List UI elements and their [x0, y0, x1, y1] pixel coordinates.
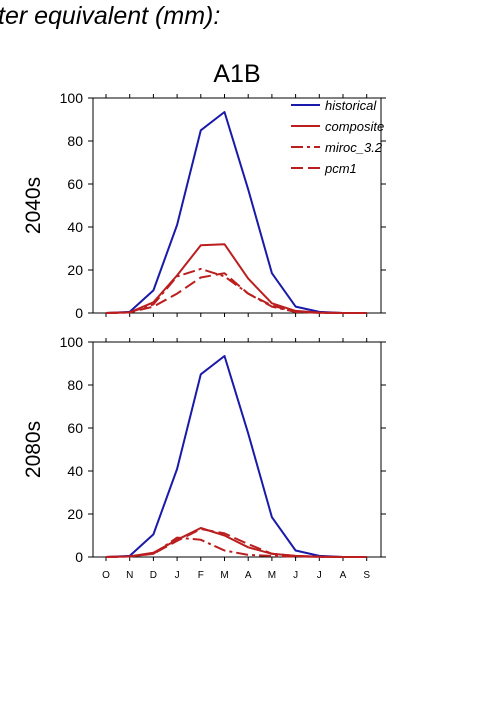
- series-line-historical: [105, 355, 367, 558]
- x-tick-label: A: [245, 570, 252, 581]
- y-tick-label: 100: [60, 90, 84, 106]
- row-label: 2040s: [22, 177, 45, 234]
- x-tick-label: M: [268, 570, 276, 581]
- series-line-miroc-3-2: [105, 267, 367, 314]
- series-line-pcm1: [105, 528, 367, 558]
- y-tick-label: 0: [75, 305, 83, 321]
- series-line-composite: [105, 243, 367, 314]
- x-tick-label: O: [102, 570, 110, 581]
- legend-label: pcm1: [324, 161, 357, 176]
- x-tick-label: S: [363, 570, 370, 581]
- y-tick-label: 60: [67, 176, 83, 192]
- x-tick-label: D: [150, 570, 157, 581]
- page-title: ter equivalent (mm):: [0, 2, 221, 30]
- x-tick-label: J: [317, 570, 322, 581]
- y-tick-label: 60: [67, 420, 83, 436]
- legend-label: miroc_3.2: [325, 140, 383, 155]
- x-tick-label: F: [198, 570, 204, 581]
- plot-frame-1: [92, 97, 382, 314]
- y-tick-label: 40: [67, 219, 83, 235]
- x-tick-label: N: [126, 570, 133, 581]
- y-tick-label: 80: [67, 377, 83, 393]
- plot-frame-2: [92, 341, 382, 558]
- y-tick-label: 100: [60, 334, 84, 350]
- x-tick-label: J: [293, 570, 298, 581]
- y-tick-label: 80: [67, 133, 83, 149]
- plot-layer: 0 20 40 60 80 100 2040s historical composite miro…: [22, 90, 386, 581]
- legend-label: composite: [325, 119, 384, 134]
- legend-label: historical: [325, 98, 377, 113]
- y-tick-label: 40: [67, 463, 83, 479]
- x-tick-label: M: [220, 570, 228, 581]
- y-tick-label: 0: [75, 549, 83, 565]
- y-tick-label: 20: [67, 262, 83, 278]
- y-tick-label: 20: [67, 506, 83, 522]
- x-tick-label: J: [175, 570, 180, 581]
- x-tick-label: A: [340, 570, 347, 581]
- row-label: 2080s: [22, 421, 45, 478]
- chart-title: A1B: [213, 60, 260, 88]
- series-line-pcm1: [105, 272, 367, 314]
